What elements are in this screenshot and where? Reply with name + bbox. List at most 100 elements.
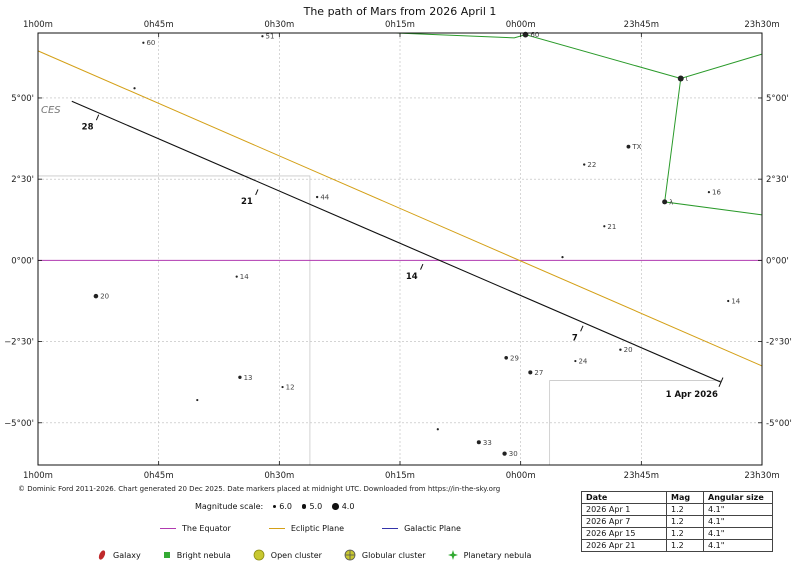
star-label: 44 (320, 194, 329, 202)
table-cell: 1.2 (666, 515, 704, 528)
star-marker (707, 191, 711, 194)
x-tick-label-bottom: 23h45m (624, 471, 659, 480)
constellation-boundaries (38, 175, 721, 466)
star-label: TX (631, 143, 641, 151)
star-marker (315, 195, 319, 199)
star-label: 21 (607, 223, 616, 231)
sky-chart: The path of Mars from 2026 April 1 60 51 4… (4, 5, 792, 480)
legend-bright-nebula: Bright nebula (163, 549, 231, 561)
star-label: λ (669, 198, 673, 206)
table-cell: 2026 Apr 7 (581, 515, 667, 528)
legend-galaxy: Galaxy (97, 549, 141, 561)
star-label: 14 (731, 297, 740, 305)
y-tick-label-left: 0°00' (11, 256, 34, 266)
mars-path: 28 21 14 7 1 Apr 2026 (71, 100, 724, 400)
x-tick-label-bottom: 23h30m (744, 471, 779, 480)
x-tick-label-top: 0h15m (385, 20, 415, 30)
constellation-line (395, 32, 763, 79)
chart-title: The path of Mars from 2026 April 1 (303, 5, 497, 18)
star-marker (235, 275, 238, 278)
line-legend: The Equator Ecliptic Plane Galactic Plan… (160, 524, 499, 533)
star-marker (281, 385, 284, 389)
table-header: Date (581, 491, 667, 504)
date-tick (95, 114, 100, 121)
table-cell: 2026 Apr 1 (581, 503, 667, 516)
date-label: 7 (572, 334, 578, 344)
star-marker (574, 359, 577, 363)
table-cell: 4.1" (703, 503, 773, 516)
axis-ticks: 1h00m 1h00m 0h45m 0h45m 0h30m 0h30m 0h15m 0h15m… (4, 20, 792, 480)
table-cell: 1.2 (666, 539, 704, 552)
star-marker (662, 199, 668, 205)
magnitude-scale: Magnitude scale: 6.0 5.0 4.0 (195, 502, 354, 511)
date-label: 21 (241, 197, 253, 207)
star-marker (196, 398, 199, 402)
star-label: 33 (483, 439, 492, 447)
date-tick (420, 263, 424, 270)
legend-galactic: Galactic Plane (382, 524, 461, 533)
star-marker (261, 35, 264, 38)
star-label: 30 (509, 450, 518, 458)
legend-open-cluster: Open cluster (253, 549, 322, 561)
date-label: 14 (406, 272, 418, 282)
table-row: 2026 Apr 15 1.2 4.1" (581, 527, 773, 540)
x-tick-label-top: 23h45m (624, 20, 659, 30)
bright-nebula-icon (163, 551, 171, 559)
star-marker (603, 225, 606, 228)
date-tick (580, 325, 584, 332)
y-tick-label-left: −5°00' (4, 419, 34, 429)
table-cell: 1.2 (666, 503, 704, 516)
x-tick-label-top: 0h30m (264, 20, 294, 30)
star-label: ι (686, 75, 689, 83)
star-label: 13 (244, 374, 253, 382)
credit-line: © Dominic Ford 2011-2026. Chart generate… (18, 485, 501, 493)
x-tick-label-bottom: 1h00m (23, 471, 53, 480)
planetary-nebula-icon (447, 550, 458, 560)
legend-planetary-nebula: Planetary nebula (447, 549, 531, 561)
date-tick (255, 189, 259, 196)
star-label: 29 (510, 354, 519, 362)
reference-lines (37, 50, 763, 367)
grid (38, 33, 762, 465)
star-marker (142, 41, 145, 44)
table-row: 2026 Apr 7 1.2 4.1" (581, 515, 773, 528)
table-cell: 4.1" (703, 527, 773, 540)
date-label: 1 Apr 2026 (666, 390, 718, 400)
magnitude-item: 4.0 (332, 502, 354, 511)
x-tick-label-top: 23h30m (744, 20, 779, 30)
star-label: 60 (146, 39, 155, 47)
legend-globular-cluster: Globular cluster (344, 549, 426, 561)
x-tick-label-top: 1h00m (23, 20, 53, 30)
star-label: 14 (240, 273, 249, 281)
x-tick-label-top: 0h00m (506, 20, 536, 30)
star-marker (528, 370, 533, 375)
y-tick-label-left: 2°30' (11, 175, 34, 185)
x-tick-label-bottom: 0h00m (506, 471, 536, 480)
legend-ecliptic: Ecliptic Plane (268, 524, 344, 533)
star-label: 24 (578, 358, 587, 366)
star-marker (727, 299, 730, 303)
constellation-label: CES (41, 105, 61, 116)
star-marker (502, 451, 507, 456)
globular-cluster-icon (344, 549, 356, 561)
x-tick-label-bottom: 0h15m (385, 471, 415, 480)
table-cell: 1.2 (666, 527, 704, 540)
y-tick-label-right: 0°00' (766, 256, 789, 266)
star-marker (476, 440, 481, 445)
x-tick-label-bottom: 0h45m (144, 471, 174, 480)
y-tick-label-right: -5°00' (766, 419, 792, 429)
table-header: Mag (666, 491, 704, 504)
star-label: 22 (587, 161, 596, 169)
y-tick-label-right: 5°00' (766, 94, 789, 104)
star-marker (133, 87, 136, 90)
star-label: 60 (530, 31, 539, 39)
table-row: 2026 Apr 1 1.2 4.1" (581, 503, 773, 516)
magnitude-item: 5.0 (301, 502, 322, 511)
object-type-legend: Galaxy Bright nebula Open cluster Globul… (97, 549, 553, 561)
star-marker (626, 144, 631, 149)
table-cell: 4.1" (703, 515, 773, 528)
star-marker (238, 375, 242, 379)
ecliptic-line (37, 50, 763, 367)
table-cell: 2026 Apr 21 (581, 539, 667, 552)
constellation-lines (395, 32, 763, 216)
